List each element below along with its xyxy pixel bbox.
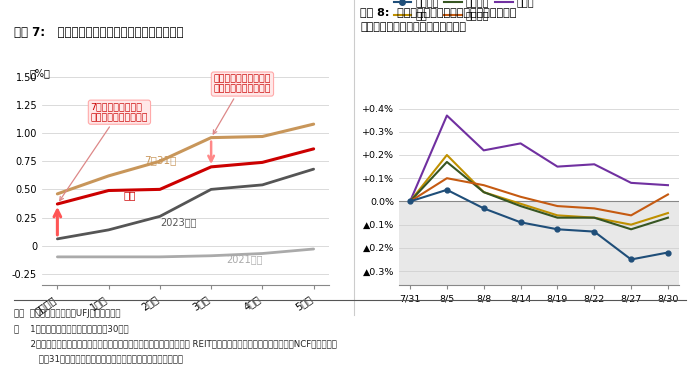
Text: 市場の不安定化を受け
追加利上げ期待は後退: 市場の不安定化を受け 追加利上げ期待は後退 xyxy=(214,74,271,134)
Text: 注    1．フォワード金利の直近は８月30日。: 注 1．フォワード金利の直近は８月30日。 xyxy=(14,324,129,333)
Text: 2023年末: 2023年末 xyxy=(160,217,197,227)
Text: 7月31日: 7月31日 xyxy=(144,156,177,165)
Text: 7月の利上げにより
スポットの金利は上昇: 7月の利上げにより スポットの金利は上昇 xyxy=(60,102,148,201)
Text: （%）: （%） xyxy=(29,68,50,78)
Legend: オフィス, 住宅, 物流施設, 商業施設, ホテル: オフィス, 住宅, 物流施設, 商業施設, ホテル xyxy=(390,0,538,24)
Text: 図表 8:  利上げ後における用途別インブライド・: 図表 8: 利上げ後における用途別インブライド・ xyxy=(360,8,517,18)
Text: 出所  各種資料を基に三菱UFJ信託銀行作成: 出所 各種資料を基に三菱UFJ信託銀行作成 xyxy=(14,309,120,318)
Text: 2．用途別インブライド・キャップレートは、各用途における特化型 REITのインブライド・キャップレート（NCFベース）を: 2．用途別インブライド・キャップレートは、各用途における特化型 REITのインブ… xyxy=(14,339,337,348)
Text: ７月31日時点の時価総額ウェイトで加重平均した累積変化。: ７月31日時点の時価総額ウェイトで加重平均した累積変化。 xyxy=(14,354,183,363)
Bar xyxy=(399,201,679,285)
Text: 2021年末: 2021年末 xyxy=(227,254,263,264)
Text: 直近: 直近 xyxy=(124,190,136,200)
Text: キャップレートの累積変化: キャップレートの累積変化 xyxy=(360,22,466,33)
Text: 図表 7:   日本国債２年フォワード金利の期間構造: 図表 7: 日本国債２年フォワード金利の期間構造 xyxy=(14,26,183,39)
